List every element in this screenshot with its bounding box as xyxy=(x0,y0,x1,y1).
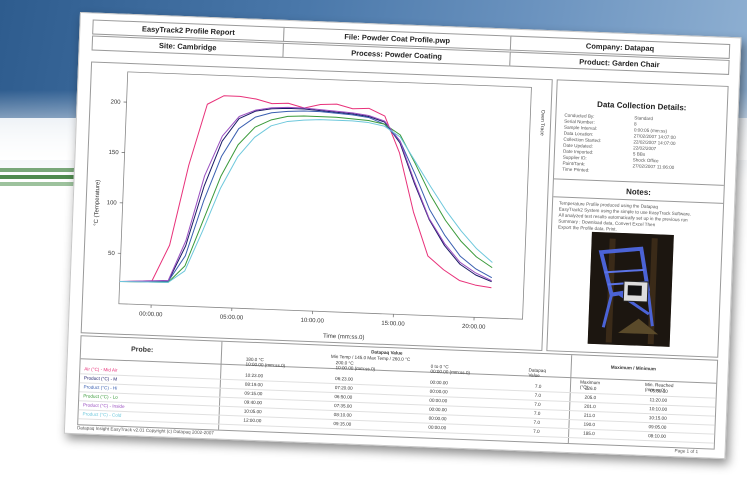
table-cell: 09:05.00 xyxy=(648,424,667,430)
table-cell: 07:35.00 xyxy=(333,403,353,409)
table-cell: 7.0 xyxy=(534,401,541,407)
plot-area xyxy=(118,71,532,320)
data-collection-labels: Conducted By: Serial Number: Sample Inte… xyxy=(562,112,602,173)
data-collection-title: Data Collection Details: xyxy=(596,99,687,113)
probe-header: Probe: xyxy=(130,346,154,355)
series-line xyxy=(119,107,492,283)
table-divider-max xyxy=(567,355,573,444)
y-tick-label: 150 xyxy=(108,150,119,156)
table-cell: 05:50.00 xyxy=(649,388,668,394)
table-cell: 201.0 xyxy=(584,403,596,410)
table-cell: 00:00.00 xyxy=(429,379,449,386)
profile-report-page: EasyTrack2 Profile Report File: Powder C… xyxy=(63,12,742,460)
table-cell: 7.0 xyxy=(534,383,542,389)
table-cell: 211.0 xyxy=(583,412,596,419)
y-tick-label: 200 xyxy=(110,100,121,106)
table-cell: 185.0 xyxy=(583,430,595,437)
table-cell: 226.0 xyxy=(584,385,597,392)
column-range: 0 to 0 °C 00:00.00 (mm:ss.0) xyxy=(430,363,471,376)
table-cell: 06:23.00 xyxy=(335,376,354,382)
temperature-chart: °C (Temperature) Time (mm:ss.0) Oven Tra… xyxy=(80,61,553,351)
x-axis-label: Time (mm:ss.0) xyxy=(323,334,365,342)
table-cell: 00:00.00 xyxy=(429,388,448,395)
right-trace-label: Oven Trace xyxy=(539,110,546,136)
series-line xyxy=(119,95,492,289)
table-cell: 09:15.00 xyxy=(244,390,263,397)
table-cell: 07:20.00 xyxy=(334,385,353,391)
table-cell: 7.0 xyxy=(533,428,540,434)
column-180: 180.0 °C 10:00.00 (mm:ss.0) xyxy=(245,356,286,369)
y-tick-label: 100 xyxy=(107,200,118,206)
table-cell: 10:05.00 xyxy=(243,408,262,415)
table-cell: 08:10.00 xyxy=(648,433,667,439)
table-cell: 7.0 xyxy=(533,410,541,416)
notes-text: Temperature Profile produced using the D… xyxy=(558,200,692,232)
x-tick-label: 20:00.00 xyxy=(462,324,486,331)
table-cell: 00:00.00 xyxy=(428,406,447,413)
table-cell: 11:20.00 xyxy=(649,397,668,403)
column-200: 200.0 °C 10:00.00 (mm:ss.0) xyxy=(335,360,376,372)
temperature-chart-svg: °C (Temperature) Time (mm:ss.0) Oven Tra… xyxy=(94,71,546,342)
column-value: Datapaq Value xyxy=(528,367,547,378)
background-stripes xyxy=(0,168,120,190)
data-collection-panel: Data Collection Details: Conducted By: S… xyxy=(546,79,729,358)
table-cell: 7.0 xyxy=(533,419,541,425)
probe-name: Product (°C) - Inside xyxy=(82,402,125,409)
x-tick-label: 00:00.00 xyxy=(139,311,163,318)
y-tick-label: 50 xyxy=(108,251,116,257)
series-line xyxy=(119,106,492,283)
series-line xyxy=(119,115,493,283)
table-cell: 00:00.00 xyxy=(429,397,448,404)
table-cell: 12:00.00 xyxy=(243,417,262,424)
footer-page: Page 1 of 1 xyxy=(674,448,699,455)
garden-chair-photo xyxy=(587,231,674,347)
y-axis-label: °C (Temperature) xyxy=(94,180,102,226)
x-tick-label: 15:00.00 xyxy=(381,321,405,328)
probe-name: Product (°C) - Cold xyxy=(82,411,122,418)
data-collection-values: Standard 8 0:00:05 (mm:ss) 27/02/2007 14… xyxy=(632,115,676,170)
table-cell: 190.0 xyxy=(583,421,596,428)
table-cell: 10:23.00 xyxy=(245,372,264,379)
table-cell: 09:40.00 xyxy=(244,399,263,406)
probe-name: Product (°C) - M xyxy=(83,375,118,382)
table-cell: 08:10.00 xyxy=(333,412,352,418)
series-line xyxy=(119,119,493,283)
probe-name: Air (°C) - Mid Air xyxy=(84,366,118,373)
table-divider-probe xyxy=(218,341,223,430)
max-min-header: Maximum / Minimum xyxy=(610,364,657,372)
table-cell: 00:00.00 xyxy=(428,424,447,431)
table-cell: 7.0 xyxy=(534,392,542,398)
table-cell: 10:15.00 xyxy=(648,415,667,421)
table-cell: 205.0 xyxy=(584,394,597,401)
series-line xyxy=(119,110,493,283)
probe-name: Product (°C) - Hi xyxy=(83,384,118,391)
table-cell: 09:15.00 xyxy=(333,421,352,427)
table-cell: 10:10.00 xyxy=(649,406,668,412)
table-cell: 08:19.00 xyxy=(244,381,263,388)
table-cell: 06:50.00 xyxy=(334,394,353,400)
x-tick-label: 05:00.00 xyxy=(220,315,244,322)
table-cell: 00:00.00 xyxy=(428,415,447,422)
probe-name: Product (°C) - Lo xyxy=(83,393,118,400)
x-tick-label: 10:00.00 xyxy=(300,318,324,325)
table-divider-header xyxy=(80,358,717,384)
